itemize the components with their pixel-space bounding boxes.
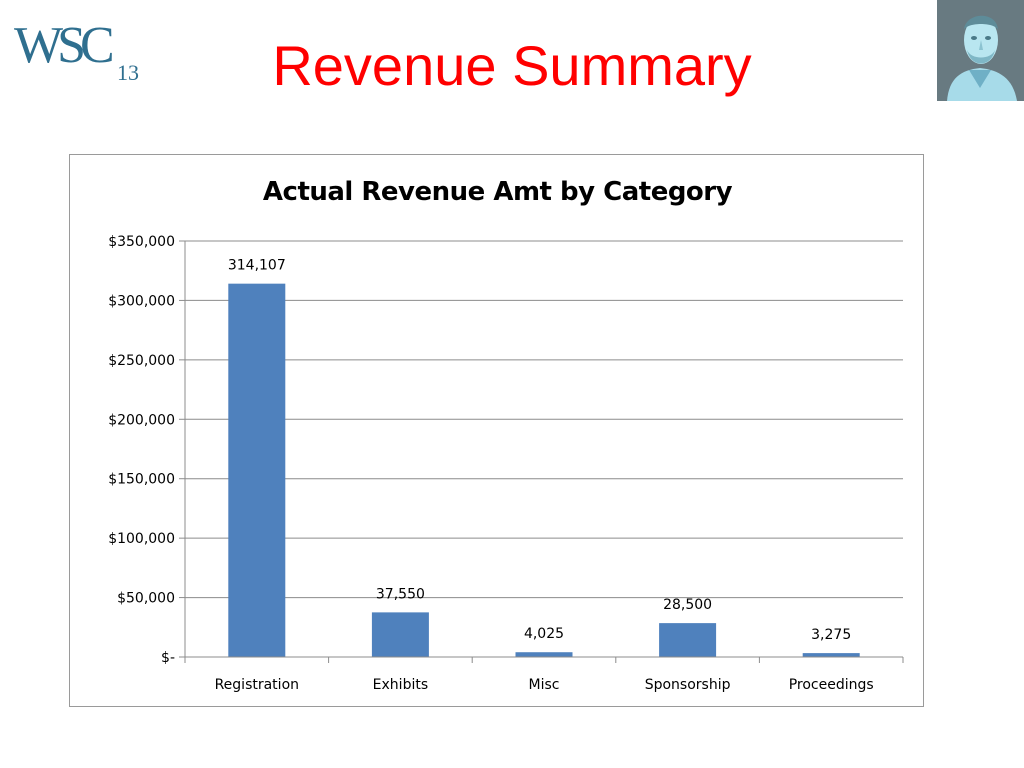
data-label: 314,107	[228, 258, 286, 274]
x-tick-label: Sponsorship	[645, 677, 731, 693]
bar-exhibits	[371, 612, 429, 657]
x-tick-label: Proceedings	[789, 677, 874, 693]
data-label: 4,025	[524, 626, 564, 642]
y-tick-label: $200,000	[108, 412, 175, 428]
lincoln-portrait-icon	[937, 0, 1024, 101]
y-tick-label: $150,000	[108, 472, 175, 488]
y-tick-label: $250,000	[108, 353, 175, 369]
y-tick-label: $-	[161, 650, 175, 666]
y-tick-label: $350,000	[108, 234, 175, 250]
y-tick-label: $50,000	[117, 591, 175, 607]
chart-title: Actual Revenue Amt by Category	[262, 177, 733, 207]
wsc-logo: WSC 13	[14, 12, 149, 100]
logo-text: WSC	[14, 17, 115, 74]
slide-title: Revenue Summary	[272, 34, 752, 97]
y-tick-label: $100,000	[108, 531, 175, 547]
chart-frame: Actual Revenue Amt by Category $- $50,000…	[69, 154, 924, 707]
bar-sponsorship	[659, 623, 717, 657]
data-label: 37,550	[376, 586, 425, 602]
bar-misc	[515, 652, 573, 657]
bar-proceedings	[802, 653, 860, 657]
bar-registration	[228, 283, 286, 657]
x-tick-label: Registration	[215, 677, 299, 693]
x-tick-label: Exhibits	[373, 677, 428, 693]
x-tick-label: Misc	[529, 677, 560, 693]
data-label: 3,275	[811, 627, 851, 643]
logo-year: 13	[117, 60, 139, 85]
data-label: 28,500	[663, 597, 712, 613]
y-tick-label: $300,000	[108, 293, 175, 309]
revenue-bar-chart: $- $50,000 $100,000 $150,000 $200,000 $250,00…	[108, 234, 904, 693]
